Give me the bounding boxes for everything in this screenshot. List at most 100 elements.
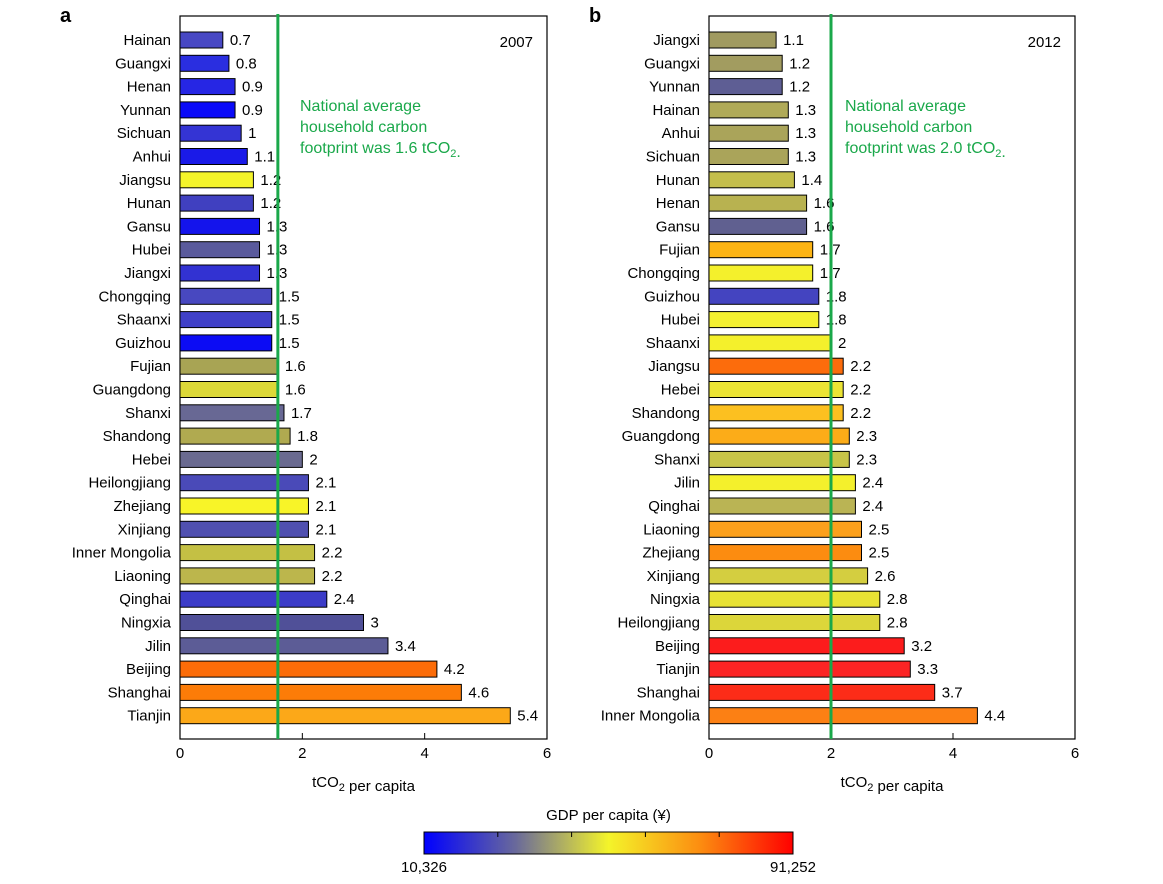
bar xyxy=(708,520,862,538)
value-label: 0.7 xyxy=(230,32,251,49)
value-label: 2.3 xyxy=(856,428,877,445)
bar xyxy=(708,148,789,165)
colorbar-min-label: 10,326 xyxy=(401,859,447,876)
category-label: Tianjin xyxy=(127,708,171,725)
year-label: 2012 xyxy=(1028,34,1061,51)
x-tick-label: 4 xyxy=(420,745,428,762)
annotation-line: footprint was 1.6 tCO2. xyxy=(300,140,461,161)
bar xyxy=(708,217,808,235)
bar xyxy=(179,217,261,235)
x-tick-label: 4 xyxy=(949,745,957,762)
bar xyxy=(179,544,316,562)
category-label: Zhejiang xyxy=(642,545,700,562)
bar xyxy=(708,544,862,562)
value-label: 1.2 xyxy=(789,79,810,96)
bar xyxy=(708,334,832,352)
annotation-line: household carbon xyxy=(845,119,972,136)
bar xyxy=(708,264,814,282)
value-label: 0.8 xyxy=(236,55,257,72)
value-label: 2.1 xyxy=(315,521,336,538)
category-label: Shandong xyxy=(103,428,171,445)
bar xyxy=(708,194,808,212)
bar xyxy=(179,520,309,538)
x-axis-label: tCO2 per capita xyxy=(312,774,415,795)
bar xyxy=(179,660,438,678)
value-label: 2.2 xyxy=(322,545,343,562)
value-label: 2.6 xyxy=(875,568,896,585)
value-label: 3.4 xyxy=(395,638,416,655)
bar xyxy=(179,427,291,445)
panel-a: a 2007 Hainan 0.7 Guangxi 0.8 Henan 0.9 Yunnan 0.… xyxy=(60,5,551,795)
category-label: Jilin xyxy=(674,475,700,492)
value-label: 2 xyxy=(838,335,846,352)
x-tick-label: 2 xyxy=(827,745,835,762)
value-label: 3.3 xyxy=(917,661,938,678)
value-label: 1.1 xyxy=(783,32,804,49)
category-label: Shanxi xyxy=(125,405,171,422)
category-label: Inner Mongolia xyxy=(72,545,172,562)
annotation-line: National average xyxy=(845,98,966,115)
category-label: Guangxi xyxy=(115,55,171,72)
category-label: Hunan xyxy=(127,195,171,212)
category-label: Hainan xyxy=(652,102,700,119)
category-label: Fujian xyxy=(659,242,700,259)
category-label: Hebei xyxy=(661,382,700,399)
category-label: Sichuan xyxy=(117,125,171,142)
bar xyxy=(179,54,230,72)
annotation-line: National average xyxy=(300,98,421,115)
category-label: Shandong xyxy=(632,405,700,422)
category-label: Inner Mongolia xyxy=(601,708,701,725)
value-label: 1 xyxy=(248,125,256,142)
x-tick-label: 0 xyxy=(176,745,184,762)
value-label: 2.5 xyxy=(869,521,890,538)
bar xyxy=(179,474,309,492)
category-label: Ningxia xyxy=(121,615,172,632)
bar xyxy=(708,427,850,445)
category-label: Fujian xyxy=(130,358,171,375)
bar xyxy=(179,194,254,212)
value-label: 2.4 xyxy=(862,475,883,492)
category-label: Beijing xyxy=(126,661,171,678)
bar xyxy=(179,381,279,398)
plot-frame xyxy=(179,15,548,740)
value-label: 2.4 xyxy=(334,591,355,608)
category-label: Sichuan xyxy=(646,149,700,166)
value-label: 1.3 xyxy=(795,125,816,142)
category-label: Heilongjiang xyxy=(88,475,171,492)
category-label: Anhui xyxy=(662,125,700,142)
x-tick-label: 6 xyxy=(543,745,551,762)
category-label: Henan xyxy=(127,79,171,96)
value-label: 2.5 xyxy=(869,545,890,562)
bar xyxy=(179,590,328,608)
bar xyxy=(708,404,844,422)
bar xyxy=(179,148,248,165)
category-label: Hubei xyxy=(661,312,700,329)
value-label: 1.6 xyxy=(285,382,306,399)
category-label: Beijing xyxy=(655,638,700,655)
value-label: 0.9 xyxy=(242,79,263,96)
bar xyxy=(708,637,905,655)
value-label: 1.2 xyxy=(789,55,810,72)
x-tick-label: 0 xyxy=(705,745,713,762)
bar xyxy=(708,31,777,49)
category-label: Guangdong xyxy=(93,382,171,399)
category-label: Shanghai xyxy=(108,684,171,701)
bar xyxy=(179,241,261,259)
value-label: 2.2 xyxy=(322,568,343,585)
value-label: 2.2 xyxy=(850,382,871,399)
annotation-line: household carbon xyxy=(300,119,427,136)
value-label: 1.8 xyxy=(297,428,318,445)
category-label: Hubei xyxy=(132,242,171,259)
value-label: 2.3 xyxy=(856,451,877,468)
category-label: Anhui xyxy=(133,149,171,166)
bar xyxy=(708,54,783,72)
category-label: Xinjiang xyxy=(647,568,700,585)
category-label: Qinghai xyxy=(648,498,700,515)
bar xyxy=(708,124,789,142)
value-label: 1.6 xyxy=(285,358,306,375)
category-label: Ningxia xyxy=(650,591,701,608)
category-label: Shanxi xyxy=(654,451,700,468)
value-label: 2.1 xyxy=(315,475,336,492)
bar xyxy=(179,124,242,142)
